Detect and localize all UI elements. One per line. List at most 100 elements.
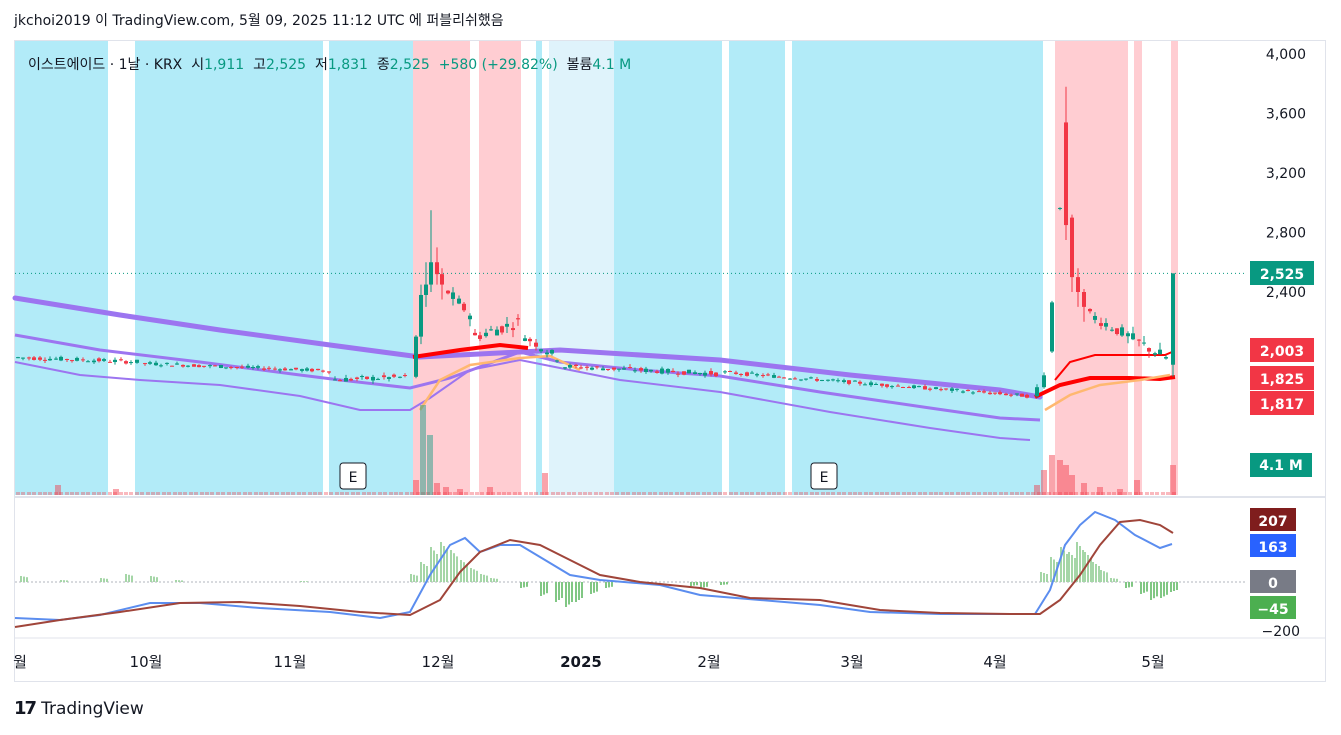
- candle: [316, 368, 320, 371]
- macd-hist-bar: [593, 582, 595, 593]
- volume-bar: [507, 492, 511, 495]
- volume-bar: [146, 492, 150, 495]
- macd-hist-bar: [23, 576, 25, 582]
- macd-hist-bar: [1116, 578, 1118, 582]
- volume-bar: [1004, 492, 1008, 495]
- candle: [755, 374, 759, 376]
- candle: [1076, 277, 1080, 292]
- volume-bar: [156, 492, 160, 495]
- volume-bar: [389, 492, 393, 495]
- macd-hist-bar: [1106, 572, 1108, 582]
- volume-bar: [675, 492, 679, 495]
- candle: [734, 372, 738, 374]
- candle: [371, 376, 375, 381]
- volume-bar: [664, 492, 668, 495]
- candle: [568, 364, 572, 368]
- candle: [534, 342, 538, 347]
- macd-hist-bar: [1087, 555, 1089, 582]
- macd-hist-bar: [1098, 566, 1100, 582]
- volume-bar: [420, 405, 426, 495]
- volume-bar: [340, 492, 344, 495]
- signal-band: [536, 41, 542, 495]
- volume-bar: [264, 492, 268, 495]
- volume-bar: [308, 492, 312, 495]
- macd-hist-bar: [60, 580, 62, 582]
- candle: [982, 391, 986, 393]
- macd-axis-badge: [1250, 596, 1296, 619]
- volume-bar: [723, 492, 727, 495]
- volume-bar: [653, 492, 657, 495]
- macd-hist-bar: [1092, 562, 1094, 582]
- volume-bar: [1074, 492, 1078, 495]
- candle: [440, 274, 444, 285]
- volume-bar: [216, 492, 220, 495]
- volume-bar: [540, 492, 544, 495]
- candle: [192, 364, 196, 367]
- volume-bar: [993, 492, 997, 495]
- legend-symbol[interactable]: 이스트에이드 · 1날 · KRX: [28, 57, 183, 73]
- candle: [928, 388, 932, 390]
- volume-bar: [351, 492, 355, 495]
- candle: [1120, 327, 1124, 336]
- legend-volume-label: 볼륨: [566, 57, 593, 73]
- volume-bar: [486, 492, 490, 495]
- candle: [788, 378, 792, 380]
- volume-bar: [1026, 492, 1030, 495]
- volume-bar: [599, 492, 603, 495]
- candle: [344, 377, 348, 382]
- candle: [907, 387, 911, 389]
- volume-bar: [594, 492, 598, 495]
- candle: [703, 372, 707, 376]
- candle: [944, 388, 948, 390]
- macd-hist-bar: [466, 564, 468, 582]
- volume-bar: [513, 492, 517, 495]
- time-tick-label: 10월: [130, 653, 163, 671]
- macd-hist-bar: [440, 542, 442, 582]
- candle: [27, 357, 31, 359]
- candle: [988, 392, 992, 395]
- macd-hist-bar: [306, 581, 308, 582]
- candle: [761, 375, 765, 377]
- volume-bar: [767, 492, 771, 495]
- macd-hist-bar: [568, 582, 570, 605]
- candle: [693, 372, 697, 375]
- volume-bar: [615, 492, 619, 495]
- macd-hist-bar: [470, 568, 472, 582]
- macd-hist-bar: [1176, 582, 1178, 590]
- volume-bar: [1020, 492, 1024, 495]
- candle: [687, 369, 691, 374]
- volume-bar: [183, 492, 187, 495]
- macd-hist-bar: [581, 582, 583, 598]
- candle: [612, 367, 616, 370]
- volume-bar: [680, 492, 684, 495]
- candle: [16, 357, 20, 359]
- candle: [419, 294, 423, 337]
- macd-axis-badge: [1250, 508, 1296, 531]
- candle: [489, 329, 493, 331]
- candle: [1164, 357, 1168, 359]
- macd-hist-bar: [693, 582, 695, 586]
- macd-hist-bar: [571, 582, 573, 602]
- volume-bar: [178, 492, 182, 495]
- candle: [955, 388, 959, 390]
- macd-hist-bar: [1066, 554, 1068, 582]
- candle: [698, 372, 702, 375]
- macd-hist-bar: [1090, 558, 1092, 582]
- price-axis-label: 1,825: [1260, 372, 1304, 388]
- volume-bar: [934, 492, 938, 495]
- tradingview-footer[interactable]: 17 TradingView: [14, 698, 144, 719]
- candle: [863, 384, 867, 386]
- candle: [1015, 393, 1019, 395]
- candle: [671, 370, 675, 373]
- macd-axis-badge: [1250, 534, 1296, 557]
- candle: [804, 378, 808, 380]
- macd-axis-label: 0: [1268, 576, 1278, 592]
- volume-bar: [896, 492, 900, 495]
- macd-hist-bar: [106, 578, 108, 582]
- macd-hist-bar: [420, 562, 422, 582]
- volume-bar: [583, 492, 587, 495]
- candle: [321, 370, 325, 372]
- volume-bar: [734, 492, 738, 495]
- candle: [579, 367, 583, 369]
